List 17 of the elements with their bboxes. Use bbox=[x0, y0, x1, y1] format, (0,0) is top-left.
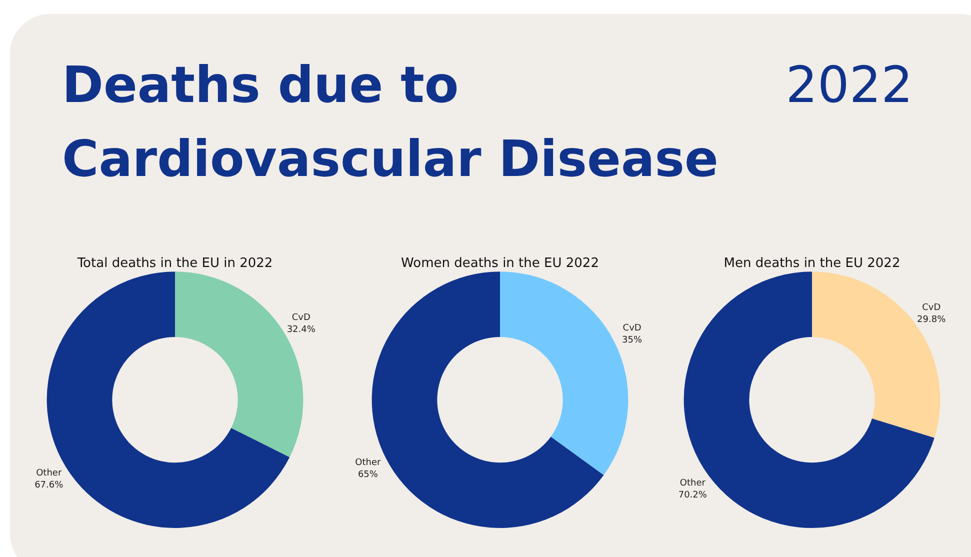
text: Deaths due to Cardiovascular Disease bbox=[62, 55, 720, 190]
data-label: 35% bbox=[622, 336, 642, 346]
slice-label: Other bbox=[680, 478, 706, 489]
data-label: 70.2% bbox=[678, 490, 708, 501]
chart-title: Total deaths in the EU in 2022 bbox=[76, 256, 273, 272]
chart-title: Women deaths in the EU 2022 bbox=[401, 256, 599, 272]
data-label: 67.6% bbox=[34, 480, 64, 491]
chart-title: Men deaths in the EU 2022 bbox=[724, 256, 900, 272]
slice-label: CvD bbox=[292, 312, 310, 323]
data-label: 32.4% bbox=[286, 324, 316, 335]
slice-label: Other bbox=[36, 468, 62, 479]
text: 2022 bbox=[786, 56, 913, 114]
data-label: 29.8% bbox=[917, 314, 946, 325]
slice-label: CvD bbox=[622, 324, 642, 334]
data-label: 65% bbox=[358, 470, 378, 480]
slice-label: CvD bbox=[922, 302, 941, 313]
slice-label: Other bbox=[355, 458, 382, 468]
